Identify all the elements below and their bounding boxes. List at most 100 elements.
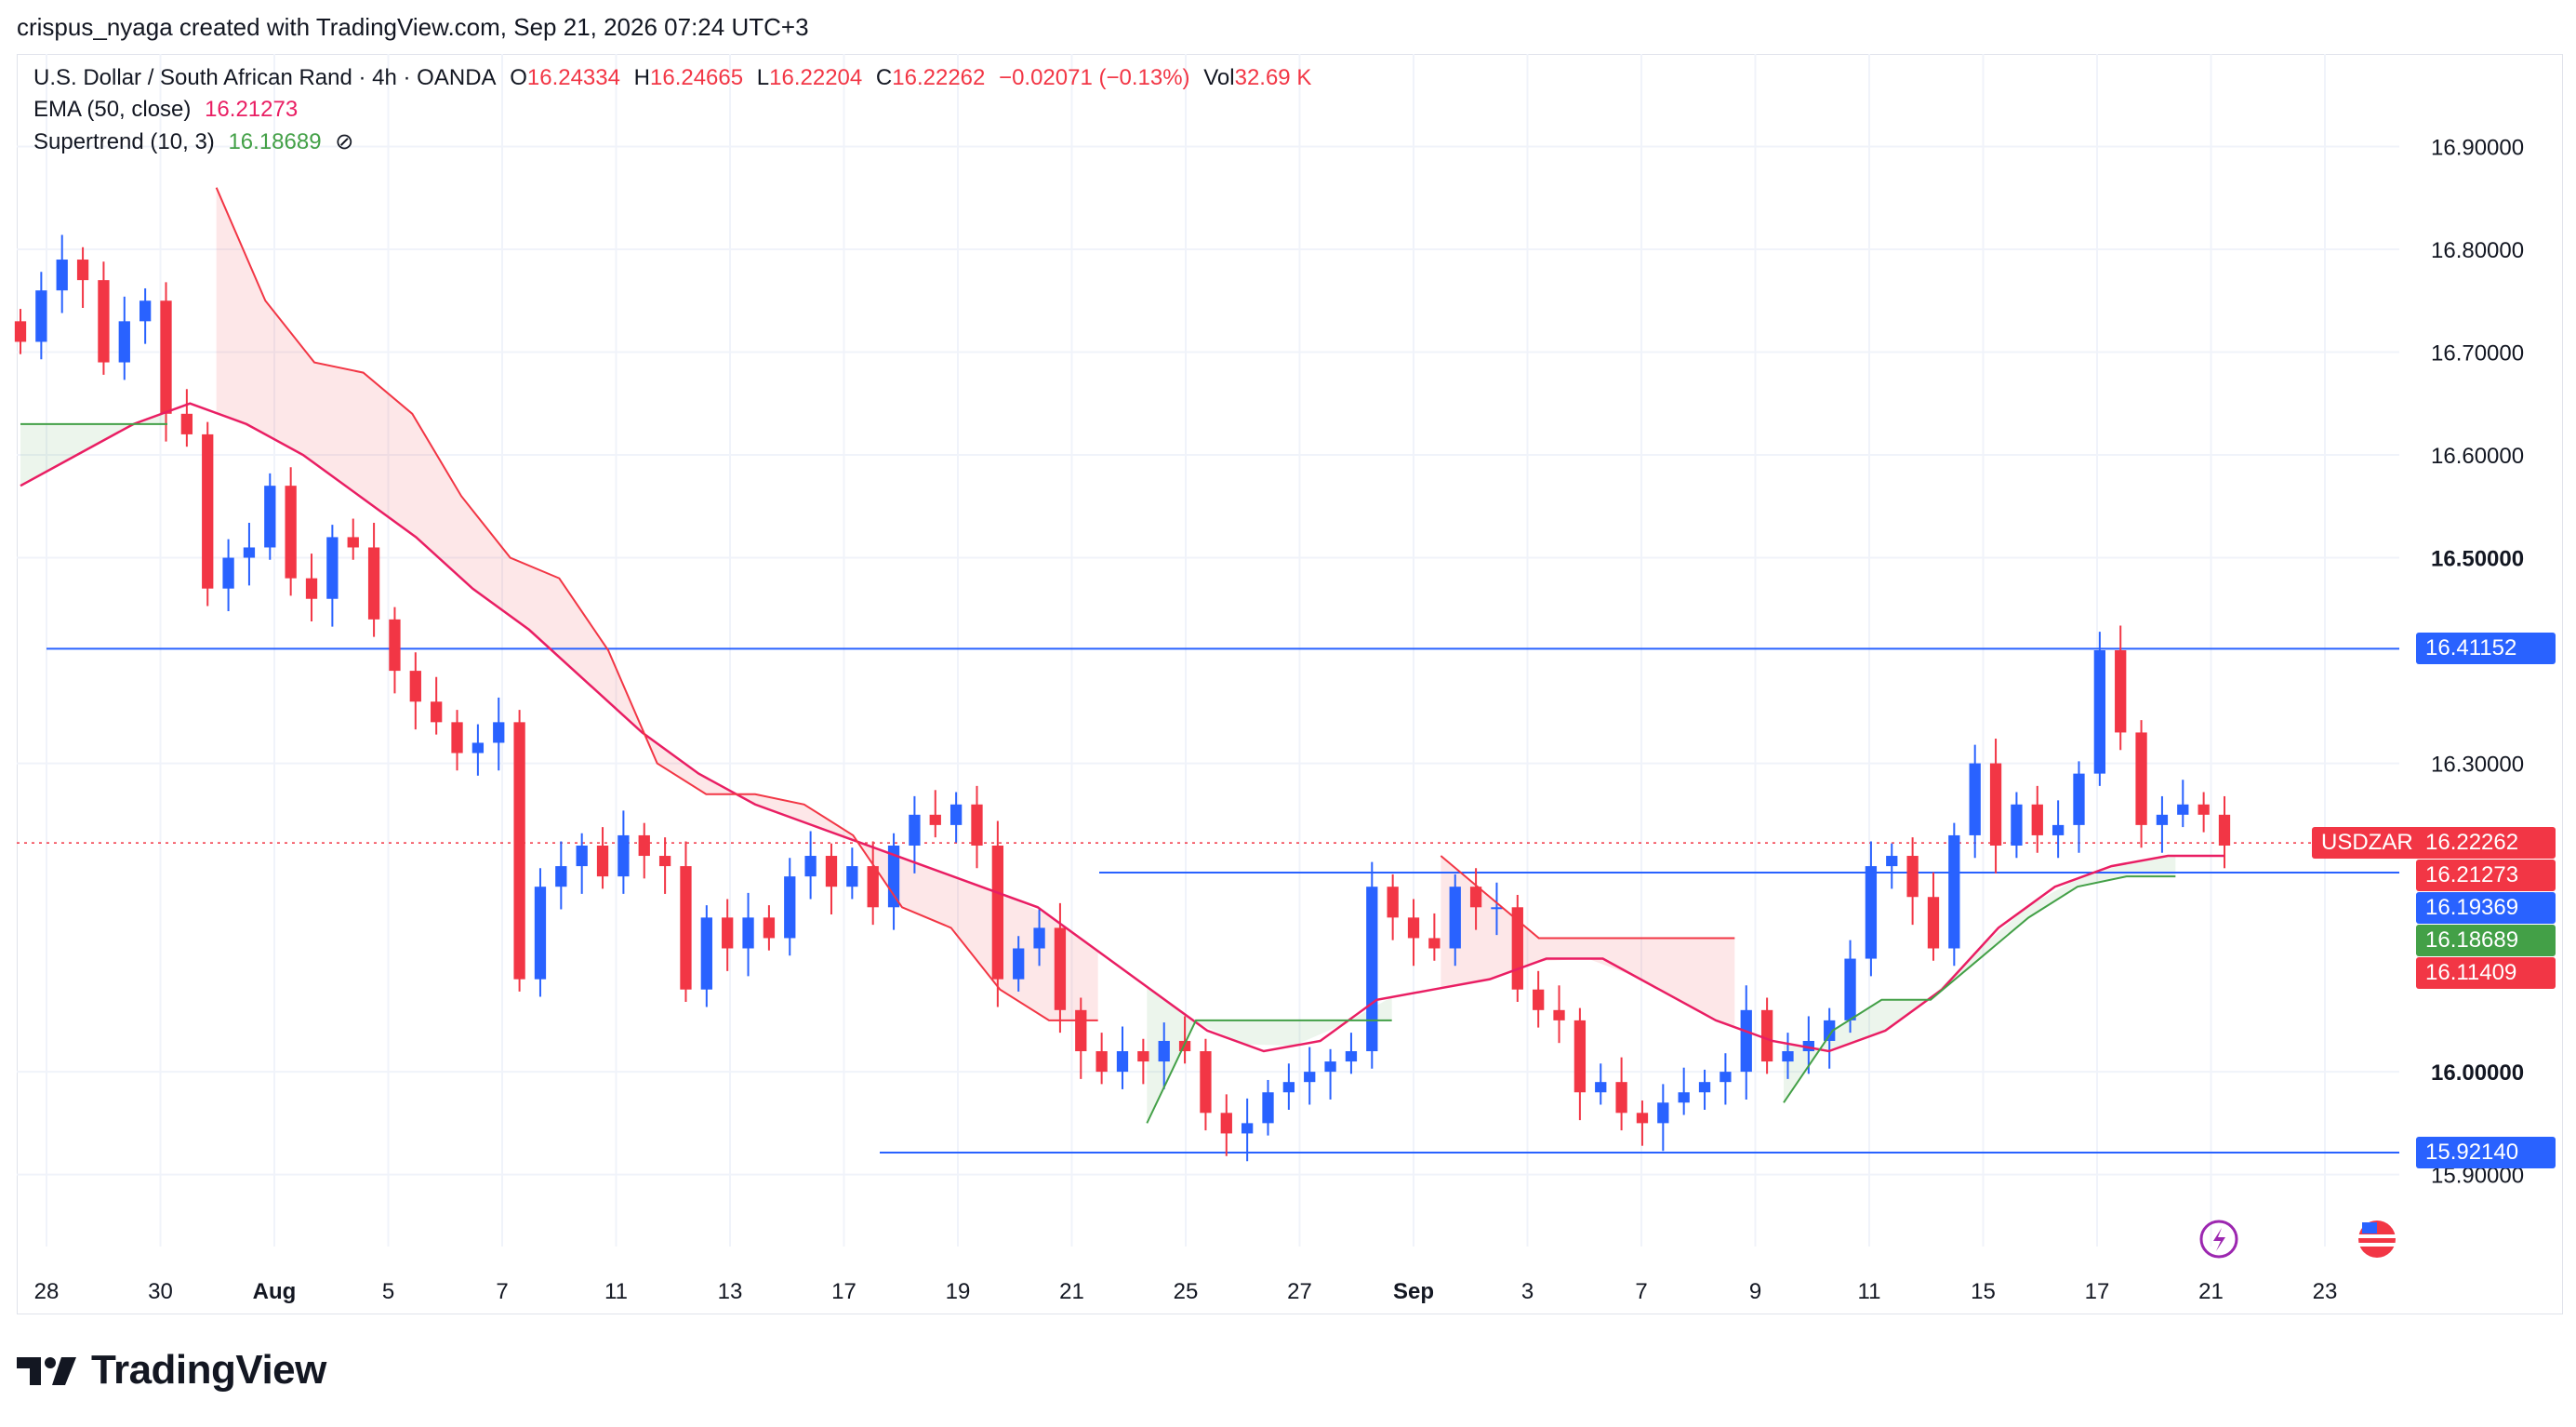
candle-up [1740, 1009, 1752, 1073]
candle-up [1969, 763, 1981, 835]
x-tick-label: 11 [1858, 1279, 1881, 1304]
x-tick-label: 5 [382, 1279, 394, 1304]
candle-up [1595, 1082, 1607, 1093]
candle-up [1948, 834, 1960, 949]
x-tick-label: 9 [1749, 1279, 1761, 1304]
candle-up [471, 742, 485, 754]
candle-down [1760, 1009, 1773, 1062]
low-value: L16.22204 [756, 65, 863, 90]
x-tick-label: 25 [1174, 1279, 1199, 1304]
tradingview-logo[interactable]: TradingView [17, 1347, 326, 1394]
support-price-label: 15.92140 [2416, 1136, 2556, 1168]
candle-down [285, 486, 297, 579]
candle-down [347, 537, 359, 548]
candle-down [202, 433, 214, 589]
candle-down [1137, 1051, 1149, 1062]
hidden-eye-icon[interactable]: ⊘ [335, 129, 354, 154]
candle-up [243, 547, 256, 558]
candle-up [1802, 1040, 1814, 1052]
supertrend-fill-down [216, 187, 1098, 1020]
y-tick-label: 16.30000 [2431, 753, 2524, 778]
candle-up [1304, 1072, 1316, 1083]
candle-down [1469, 887, 1482, 908]
candle-down [76, 260, 89, 281]
candle-up [35, 290, 47, 342]
candle-up [493, 722, 505, 743]
candle-up [2177, 804, 2189, 815]
candle-up [2156, 814, 2169, 825]
legend-supertrend-row[interactable]: Supertrend (10, 3) 16.18689 ⊘ [33, 128, 361, 155]
candle-down [1927, 897, 1940, 949]
symbol-name[interactable]: U.S. Dollar / South African Rand · 4h · … [33, 65, 497, 90]
candle-down [305, 578, 318, 599]
candle-up [1657, 1102, 1669, 1124]
candle-down [2031, 804, 2043, 835]
volume-value: Vol32.69 K [1203, 65, 1312, 90]
x-tick-label: 21 [2198, 1279, 2224, 1304]
symbol-price-tag[interactable]: USDZAR [2312, 827, 2423, 860]
candle-up [56, 260, 68, 291]
candle-up [1116, 1051, 1129, 1073]
lightning-icon [2199, 1220, 2238, 1259]
candle-up [1844, 958, 1856, 1020]
candle-down [658, 856, 671, 867]
candle-up [1158, 1040, 1170, 1062]
us-flag-icon [2358, 1243, 2396, 1247]
candle-up [909, 814, 921, 846]
candle-down [1095, 1051, 1108, 1073]
candle-up [222, 557, 234, 589]
x-axis: 28 30 Aug 5 7 11 13 17 19 21 25 27 Sep 3 7 9 11 15 17 21 23 [34, 1279, 2338, 1304]
candle-up [617, 834, 630, 877]
candle-down [2198, 804, 2210, 815]
y-tick-label: 16.60000 [2431, 444, 2524, 469]
x-tick-label: 17 [831, 1279, 856, 1304]
lightning-icon [2213, 1228, 2225, 1251]
supertrend-line-down [215, 187, 1098, 1021]
x-tick-label: 3 [1521, 1279, 1534, 1304]
x-tick-label: 7 [1635, 1279, 1647, 1304]
candle-up [2093, 650, 2105, 774]
candle-up [784, 876, 796, 939]
grid [17, 54, 2399, 1247]
supertrend-line-up [1783, 875, 2176, 1103]
supertrend-fill-down [1441, 856, 1735, 1028]
candle-down [638, 834, 650, 857]
x-tick-label: Sep [1393, 1279, 1434, 1304]
supertrend-label[interactable]: Supertrend (10, 3) [33, 129, 215, 154]
candle-down [98, 280, 110, 363]
candle-up [1033, 927, 1045, 949]
tradingview-logo-icon [17, 1357, 76, 1385]
legend-symbol-row[interactable]: U.S. Dollar / South African Rand · 4h · … [33, 65, 1319, 91]
candle-up [1013, 948, 1025, 980]
logo-text: TradingView [91, 1347, 326, 1393]
candle-up [326, 537, 339, 599]
ema-label[interactable]: EMA (50, close) [33, 97, 192, 122]
candle-up [1865, 866, 1878, 959]
candle-down [1615, 1082, 1627, 1114]
candle-down [2218, 814, 2231, 846]
candle-down [867, 866, 879, 908]
candle-down [160, 300, 172, 414]
y-tick-label: 16.70000 [2431, 341, 2524, 367]
candle-up [1282, 1082, 1295, 1093]
candle-down [2135, 732, 2147, 825]
horizontal-lines [17, 647, 2399, 1154]
candle-up [1324, 1061, 1336, 1073]
candle-down [825, 856, 838, 887]
us-flag-icon [2358, 1234, 2396, 1238]
candle-up [555, 866, 567, 887]
chart-frame[interactable] [17, 54, 2563, 1314]
legend-ema-row[interactable]: EMA (50, close) 16.21273 [33, 97, 305, 123]
candle-up [2073, 773, 2085, 825]
candle-down [14, 321, 27, 342]
candle-down [1407, 917, 1420, 939]
supertrend-line-up [1146, 1019, 1392, 1124]
candle-down [1636, 1113, 1649, 1124]
candle-up [1698, 1082, 1711, 1093]
candle-up [846, 866, 858, 887]
candle-up [2052, 824, 2065, 835]
candle-up [1366, 887, 1378, 1052]
candle-down [971, 804, 983, 846]
candle-down [596, 845, 609, 877]
